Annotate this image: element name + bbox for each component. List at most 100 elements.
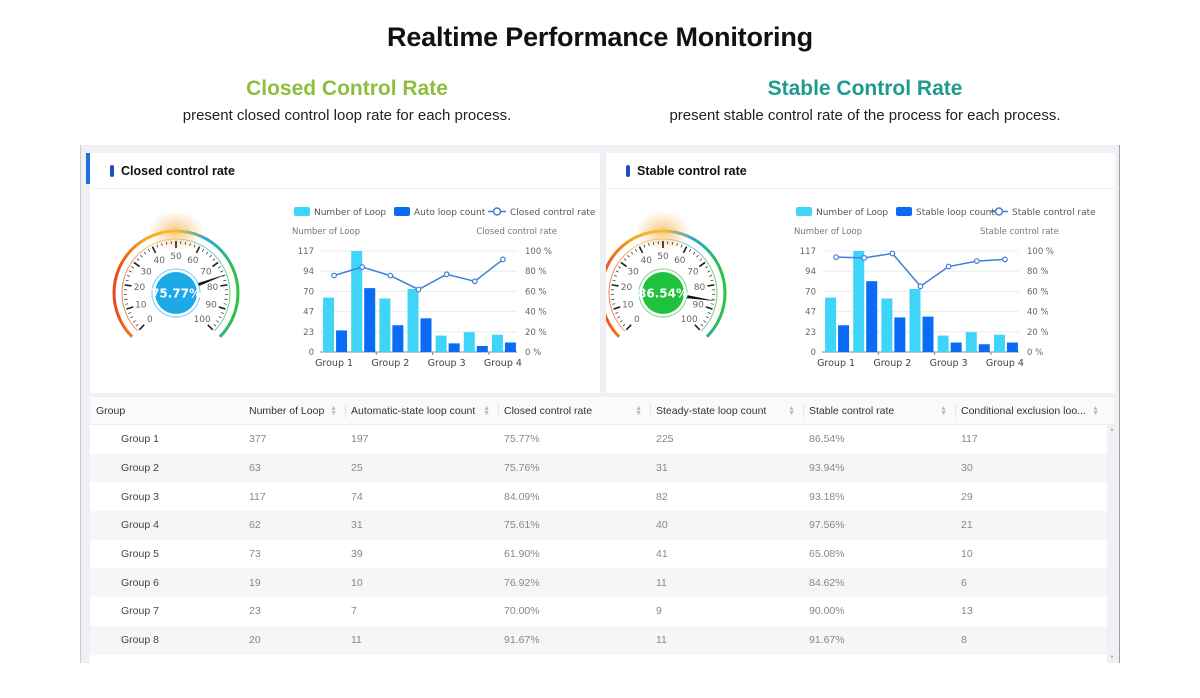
column-header-label: Automatic-state loop count: [351, 404, 476, 417]
column-header[interactable]: Conditional exclusion loo... ▲ ▼: [955, 397, 1107, 424]
gauge-tick-label: 40: [153, 256, 165, 266]
table-cell: 93.94%: [809, 462, 845, 475]
rate-point: [443, 271, 450, 278]
gauge-tick: [201, 248, 205, 252]
x-tick-label: Group 1: [315, 358, 353, 369]
group-name-cell: Group 3: [121, 490, 159, 503]
y-tick-label: 70: [805, 287, 816, 297]
table-row[interactable]: Group 4 62 31 75.61% 40 97.56% 21: [90, 511, 1115, 540]
bar-number-of-loop: [881, 298, 893, 352]
table-cell: 39: [351, 548, 363, 561]
column-header-label: Steady-state loop count: [656, 404, 767, 417]
gauge-tick: [133, 261, 141, 268]
table-cell: 61.90%: [504, 548, 540, 561]
y-tick-label: 117: [298, 247, 314, 257]
table-cell: 197: [351, 433, 369, 446]
rate-point: [917, 283, 924, 290]
gauge-tick: [165, 241, 168, 245]
table-scrollbar[interactable]: ▲ ▼: [1107, 425, 1115, 663]
table-row[interactable]: Group 5 73 39 61.90% 41 65.08% 10: [90, 540, 1115, 569]
table-cell: 8: [961, 634, 967, 647]
bar-number-of-loop: [491, 334, 503, 352]
table-row[interactable]: Group 7 23 7 70.00% 9 90.00% 13: [90, 597, 1115, 626]
gauge-tick: [652, 241, 655, 245]
table-cell: 31: [656, 462, 668, 475]
table-cell: 117: [249, 490, 266, 503]
y2-tick-label: 20 %: [525, 328, 547, 338]
sort-icon[interactable]: ▲ ▼: [940, 405, 947, 417]
gauge-tick: [676, 242, 678, 247]
scroll-down-icon[interactable]: ▼: [1109, 655, 1115, 661]
table-cell: 10: [961, 548, 973, 561]
gauge-tick-label: 0: [634, 315, 640, 325]
table-cell: 73: [249, 548, 261, 561]
sort-icon[interactable]: ▲ ▼: [635, 405, 642, 417]
table-cell: 90.00%: [809, 605, 845, 618]
legend-label: Number of Loop: [816, 208, 888, 218]
group-name-cell: Group 6: [121, 576, 159, 589]
y-tick-label: 47: [805, 308, 816, 318]
closed-control-panel: Closed control rate 0 10 20 30 40 50 60 70 80 90 1…: [90, 153, 600, 393]
y2-tick-label: 60 %: [1027, 287, 1049, 297]
sort-icon[interactable]: ▲ ▼: [483, 405, 490, 417]
gauge-tick: [615, 312, 619, 314]
gauge-tick-label: 50: [170, 252, 182, 262]
gauge-tick: [220, 270, 224, 273]
y-tick-label: 0: [811, 348, 816, 358]
table-row[interactable]: Group 1 377 197 75.77% 225 86.54% 117: [90, 425, 1115, 454]
table-cell: 82: [656, 490, 668, 503]
dashboard-screenshot: Closed control rate 0 10 20 30 40 50 60 70 80 90 1…: [80, 145, 1120, 663]
table-row[interactable]: Group 3 117 74 84.09% 82 93.18% 29: [90, 482, 1115, 511]
gauge-tick-label: 90: [205, 300, 217, 310]
page-title: Realtime Performance Monitoring: [387, 22, 813, 52]
table-cell: 6: [961, 576, 967, 589]
y2-tick-label: 80 %: [525, 267, 547, 277]
bar-stable-loop-count: [950, 342, 962, 352]
column-header[interactable]: Stable control rate ▲ ▼: [803, 397, 955, 424]
gauge-tick: [671, 241, 674, 245]
gauge-tick: [710, 303, 714, 305]
table-row[interactable]: Group 2 63 25 75.76% 31 93.94% 30: [90, 453, 1115, 483]
gauge-tick: [195, 246, 201, 254]
gauge-tick: [223, 303, 227, 305]
sort-icon[interactable]: ▲ ▼: [1092, 405, 1099, 417]
rate-point: [945, 263, 952, 270]
panel-header: Closed control rate: [90, 153, 600, 189]
legend-swatch: [294, 207, 310, 216]
scroll-up-icon[interactable]: ▲: [1109, 427, 1115, 433]
gauge-tick: [700, 323, 704, 327]
table-row[interactable]: Group 6 19 10 76.92% 11 84.62% 6: [90, 568, 1115, 598]
gauge-tick: [692, 251, 696, 255]
gauge-tick: [705, 306, 713, 310]
gauge-tick-label: 20: [621, 283, 633, 293]
panel-header: Stable control rate: [606, 153, 1115, 189]
rate-point: [331, 272, 337, 279]
gauge-tick: [613, 275, 618, 277]
column-header[interactable]: Steady-state loop count ▲ ▼: [650, 397, 803, 424]
sort-icon[interactable]: ▲ ▼: [788, 405, 795, 417]
table-cell: 93.18%: [809, 490, 845, 503]
y2-tick-label: 60 %: [525, 287, 547, 297]
gauge-tick: [131, 266, 135, 269]
panel-title: Closed control rate: [121, 163, 235, 178]
y-tick-label: 23: [303, 328, 314, 338]
bar-auto-loop-count: [336, 330, 348, 352]
sort-icon[interactable]: ▲ ▼: [330, 405, 337, 417]
rate-point: [500, 256, 506, 263]
gauge-tick-label: 40: [640, 256, 652, 266]
bar-number-of-loop: [407, 288, 419, 352]
rate-point: [973, 258, 980, 264]
x-tick-label: Group 4: [986, 358, 1024, 369]
table-cell: 11: [351, 634, 362, 647]
x-tick-label: Group 4: [484, 358, 522, 369]
column-header-label: Closed control rate: [504, 404, 593, 417]
column-header-label: Group: [96, 404, 126, 417]
gauge-tick: [217, 266, 221, 269]
left-axis-title: Number of Loop: [292, 227, 360, 237]
column-header[interactable]: Number of Loop ▲ ▼: [243, 397, 345, 424]
gauge-tick-label: 80: [207, 283, 219, 293]
column-header[interactable]: Closed control rate ▲ ▼: [498, 397, 650, 424]
gauge-tick-label: 30: [627, 267, 639, 277]
table-row[interactable]: Group 8 20 11 91.67% 11 91.67% 8: [90, 625, 1115, 655]
column-header[interactable]: Automatic-state loop count ▲ ▼: [345, 397, 498, 424]
